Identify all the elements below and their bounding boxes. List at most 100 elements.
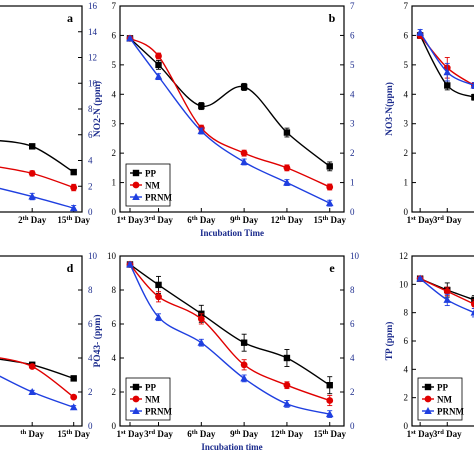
y-tick-label: 6 [112, 319, 117, 329]
y-tick-label: 5 [112, 60, 117, 70]
data-point-nm [155, 52, 162, 60]
legend-marker [132, 395, 140, 403]
plot-frame [119, 5, 345, 213]
right-y-tick-label: 10 [350, 251, 360, 261]
chart-panel-f: 0 2 4 6 8 10 12 1st Day 3rd Day TP (ppm) PP NM PRNM [384, 251, 474, 439]
data-point-prnm [416, 28, 424, 36]
y-tick-label: 6 [112, 30, 117, 40]
data-point-pp [198, 102, 205, 110]
legend-label: NM [145, 181, 160, 191]
series-line-pp [0, 140, 75, 173]
data-point-prnm [197, 127, 206, 135]
legend-label: PRNM [437, 407, 464, 417]
data-point-prnm [154, 72, 163, 80]
x-tick-label: 1st Day [407, 215, 434, 225]
y-tick-label: 6 [404, 336, 409, 346]
data-point-pp [444, 82, 451, 89]
data-point-nm [283, 381, 291, 389]
data-point-nm [28, 169, 36, 177]
plot-frame [411, 5, 474, 213]
data-point-nm [70, 184, 78, 191]
y-tick-label: 7 [112, 1, 117, 11]
right-y-tick-label: 2 [88, 387, 93, 397]
data-point-pp [240, 339, 248, 346]
right-y-tick-label: 6 [88, 130, 93, 140]
y-tick-label: 7 [404, 1, 409, 11]
right-y-tick-label: 8 [88, 104, 93, 114]
legend: PP NM PRNM [417, 377, 464, 421]
data-point-nm [28, 363, 36, 370]
y-tick-label: 10 [107, 251, 117, 261]
legend-marker [424, 383, 432, 391]
series-line-prnm [129, 264, 330, 415]
data-point-pp [70, 375, 77, 382]
right-y-tick-label: 3 [350, 119, 355, 129]
data-point-prnm [240, 374, 248, 382]
y-axis-title: TP (ppm) [384, 322, 395, 361]
panel-letter: d [67, 261, 74, 275]
panel-letter: e [329, 261, 335, 275]
legend-marker [424, 407, 432, 414]
y-tick-label: 3 [112, 119, 117, 129]
x-tick-label: 6th Day [187, 429, 216, 439]
x-tick-label: 9th Day [230, 429, 259, 439]
y-tick-label: 1 [112, 178, 117, 188]
data-point-nm [283, 164, 291, 172]
data-point-pp [283, 129, 291, 136]
data-point-nm [155, 293, 162, 301]
legend-marker [132, 169, 140, 177]
data-point-prnm [416, 274, 424, 282]
y-tick-label: 8 [112, 285, 117, 295]
legend-marker [132, 383, 140, 391]
right-y-tick-label: 10 [88, 78, 98, 88]
x-tick-label: 1st Day [117, 429, 144, 439]
right-y-tick-label: 10 [88, 251, 98, 261]
x-tick-label: 12th Day [271, 429, 304, 439]
y-tick-label: 1 [404, 178, 409, 188]
x-tick-label: 2th Day [18, 215, 47, 225]
series-line-nm [129, 264, 330, 402]
chart-panel-e: 0 2 4 6 8 10 0 2 4 6 8 10 1st Day 3rd Day 6th Day 9th D… [92, 251, 360, 452]
data-point-prnm [69, 403, 78, 411]
right-y-tick-label: 4 [88, 156, 93, 166]
chart-panel-c: 0 1 2 3 4 5 6 7 1st Day 3rd Day NO3-N(ppm) [384, 1, 474, 225]
right-y-tick-label: 2 [88, 181, 93, 191]
x-tick-label: 6th Day [187, 215, 216, 225]
y-tick-label: 6 [404, 30, 409, 40]
data-point-pp [471, 94, 474, 101]
data-point-nm [240, 361, 248, 369]
data-point-nm [240, 149, 248, 157]
x-tick-label: 3rd Day [144, 429, 173, 439]
chart-panel-a: 0 2 4 6 8 10 12 14 16 2th Day 15th Day a [0, 1, 98, 225]
y-tick-label: 0 [112, 207, 117, 217]
data-point-nm [70, 393, 78, 401]
y-tick-label: 0 [404, 421, 409, 431]
data-point-pp [283, 354, 291, 362]
data-point-nm [197, 315, 205, 323]
data-point-prnm [470, 309, 474, 316]
x-tick-label: 3rd Day [433, 215, 462, 225]
legend-marker [132, 407, 140, 414]
right-y-tick-label: 4 [350, 89, 355, 99]
right-y-tick-label: 8 [350, 285, 355, 295]
chart-panel-d: 0 2 4 6 8 10 th Day 15th Day d [0, 251, 98, 439]
right-y-tick-label: 0 [88, 421, 93, 431]
x-axis-title: Incubation time [201, 442, 262, 452]
x-tick-label: th Day [20, 429, 44, 439]
legend-label: PP [145, 169, 156, 179]
data-point-pp [155, 281, 162, 289]
series-line-nm [0, 357, 75, 398]
right-y-tick-label: 8 [88, 285, 93, 295]
y-tick-label: 12 [399, 251, 408, 261]
right-y-tick-label: 16 [88, 1, 98, 11]
x-tick-label: 15th Day [313, 215, 346, 225]
y-tick-label: 4 [404, 89, 409, 99]
legend-label: PRNM [145, 193, 172, 203]
right-y-tick-label: 5 [350, 60, 355, 70]
data-point-prnm [325, 410, 334, 418]
plot-frame [119, 255, 345, 427]
x-tick-label: 15th Day [57, 429, 90, 439]
data-point-pp [326, 163, 333, 170]
data-point-prnm [240, 157, 248, 165]
